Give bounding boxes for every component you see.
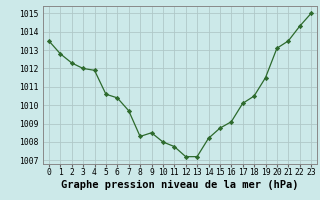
X-axis label: Graphe pression niveau de la mer (hPa): Graphe pression niveau de la mer (hPa): [61, 180, 299, 190]
